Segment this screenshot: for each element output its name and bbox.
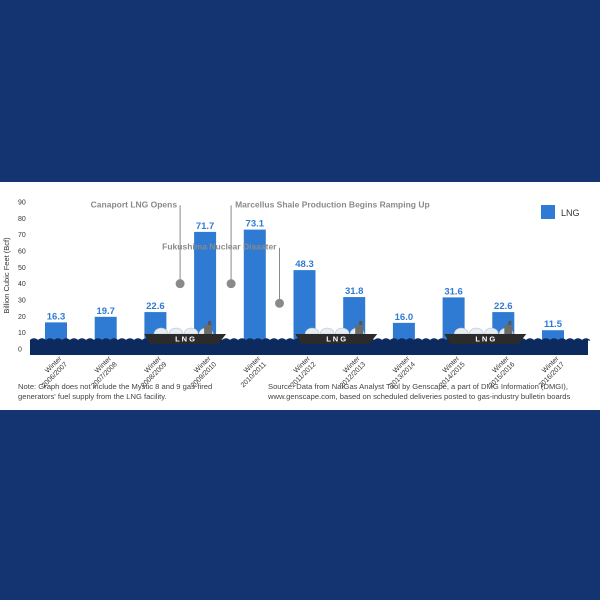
bar-4 [243,229,266,353]
bar-value-label: 73.1 [246,219,265,230]
annotation-label: Marcellus Shale Production Begins Rampin… [235,199,430,209]
annotation-dot [175,279,185,289]
ship-dome [319,327,335,335]
x-tick-label: Winter2010/2011 [234,355,268,389]
y-tick-label: 40 [18,281,26,288]
bar-value-label: 71.7 [196,221,215,232]
y-tick-label: 20 [18,314,26,321]
ship-label: L N G [175,335,195,344]
y-tick-label: 50 [18,265,26,272]
y-tick-label: 0 [18,347,22,354]
bar-value-label: 31.8 [345,286,364,297]
annotation-label: Canaport LNG Opens [91,199,178,209]
bar-value-label: 48.3 [295,259,314,270]
bar-value-label: 16.0 [395,312,414,323]
bar-value-label: 22.6 [494,301,513,312]
y-tick-label: 90 [18,200,26,207]
bar-value-label: 31.6 [444,286,463,297]
ship-label: L N G [326,335,346,344]
ship-dome [483,327,499,335]
legend-label: LNG [561,208,580,218]
y-tick-label: 80 [18,216,26,223]
ship-funnel [359,321,363,326]
y-tick-label: 70 [18,232,26,239]
ship-funnel [208,321,212,326]
bar-value-label: 16.3 [47,311,66,322]
ship-hull [295,334,378,345]
ship-hull [144,334,227,345]
y-tick-label: 60 [18,249,26,256]
ship-dome [168,327,184,335]
ship-bridge [355,325,364,335]
ship-funnel [508,321,512,326]
ship-dome [453,327,469,335]
ship-dome [183,327,199,335]
y-axis-label: Billion Cubic Feet (Bcf) [2,237,11,314]
bar-value-label: 19.7 [96,306,115,317]
chart-panel: Billion Cubic Feet (Bcf) 0 10 20 30 40 50 60 70 8… [0,182,600,410]
annotation-dot [226,279,236,289]
bar-value-label: 11.5 [544,319,563,330]
chart-note: Note: Graph does not include the Mystic … [18,382,213,401]
ship-dome [304,327,320,335]
ship-dome [153,327,169,335]
ship-label: L N G [475,335,495,344]
y-tick-label: 10 [18,330,26,337]
annotation-label: Fukushima Nuclear Disaster [162,242,277,252]
ship-bridge [504,325,513,335]
ship-bridge [204,325,213,335]
lng-bar-chart: Billion Cubic Feet (Bcf) 0 10 20 30 40 50 60 70 8… [2,199,591,389]
chart-source: Source: Data from NatGas Analyst Tool by… [268,382,571,401]
ship-hull [444,334,527,345]
legend-swatch [541,205,555,219]
ship-dome [468,327,484,335]
y-tick-label: 30 [18,298,26,305]
ship-dome [334,327,350,335]
annotation-dot [275,298,284,308]
bar-value-label: 22.6 [146,301,165,312]
